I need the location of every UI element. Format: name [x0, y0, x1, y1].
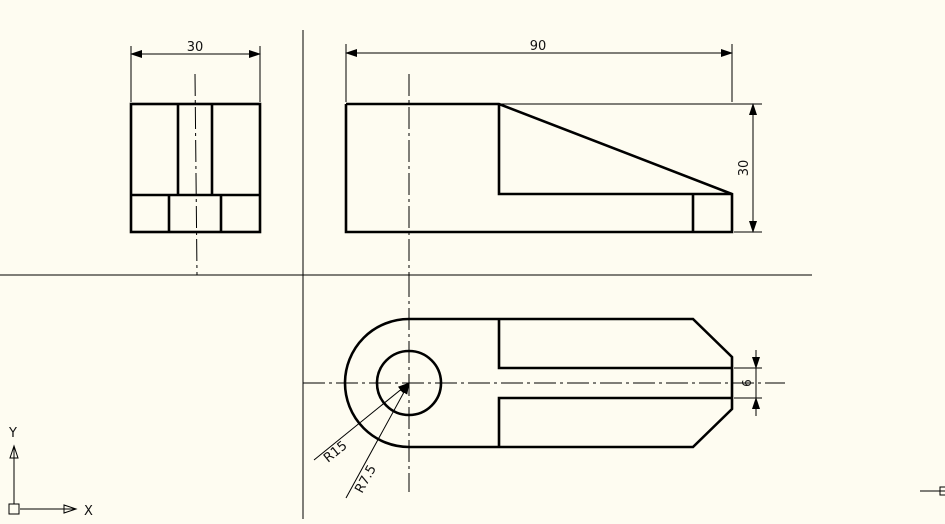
- front-view-outline: [344, 102, 734, 234]
- hole-radius-dimension: R7.5: [345, 382, 410, 499]
- ucs-y-arrow-icon: [9, 444, 19, 459]
- side-width-dimension: 30: [130, 40, 261, 102]
- projection-axes: [0, 30, 812, 519]
- top-view-slot-upper: [497, 319, 732, 370]
- outer-radius-dim-text: R15: [321, 438, 350, 466]
- side-view: [129, 73, 262, 276]
- front-height-dimension: 30: [499, 103, 762, 233]
- front-length-dimension: 90: [345, 39, 733, 102]
- front-view: [344, 74, 734, 275]
- slot-width-dim-text: 6: [740, 379, 754, 387]
- hole-radius-dim-text: R7.5: [352, 463, 380, 496]
- slot-width-dimension: 6: [734, 350, 762, 416]
- top-view-outline: [343, 317, 734, 449]
- cursor-pickbox: [939, 486, 945, 496]
- side-view-outline: [129, 102, 262, 234]
- front-height-dim-text: 30: [737, 160, 752, 177]
- radius-leader: [313, 382, 410, 461]
- top-view-slot-lower: [497, 396, 732, 447]
- top-view: [303, 275, 785, 492]
- ucs-origin-box: [8, 503, 20, 515]
- side-width-dim-text: 30: [187, 40, 204, 55]
- front-view-slot-edge: [497, 104, 732, 196]
- ucs-x-arrow-icon: [63, 504, 78, 514]
- front-length-dim-text: 90: [530, 39, 547, 54]
- ucs-x-label: X: [84, 504, 93, 519]
- cursor-crosshair-icon[interactable]: [920, 486, 945, 496]
- ucs-icon: Y X: [8, 426, 93, 519]
- side-view-centerline: [194, 73, 198, 276]
- ucs-y-label: Y: [8, 426, 17, 441]
- radius-leader: [345, 382, 410, 499]
